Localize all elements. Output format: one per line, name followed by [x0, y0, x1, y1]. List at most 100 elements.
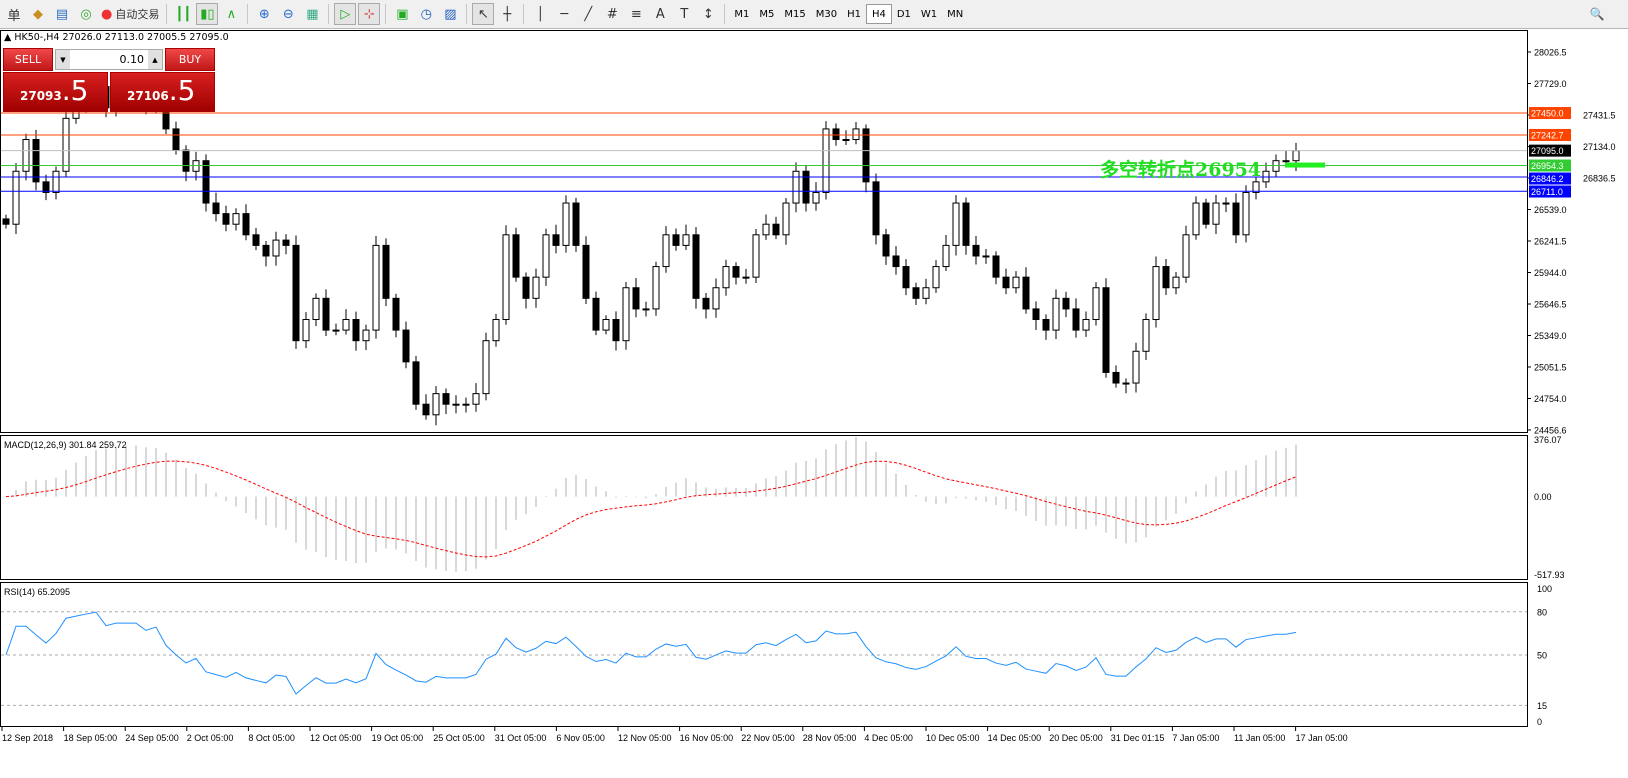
vertical-line-icon[interactable]: │ [536, 6, 545, 22]
search-icon[interactable]: 🔍 [1589, 7, 1605, 21]
price-tick-label: 25944.0 [1534, 268, 1567, 278]
candle-body [872, 181, 880, 236]
candle-body [412, 361, 420, 405]
zoom-in-icon[interactable]: ⊕ [258, 6, 270, 22]
auto-trade-button[interactable]: ● 自动交易 [99, 3, 161, 25]
candle-body [12, 170, 20, 225]
candle-body [1102, 287, 1110, 373]
timeframe-h1[interactable]: H1 [847, 8, 861, 20]
candle-body [1222, 202, 1230, 205]
new-order-icon[interactable]: 单 [7, 8, 21, 24]
candle-body [752, 234, 760, 278]
buy-button[interactable]: BUY [165, 48, 215, 71]
candle-body [642, 308, 650, 311]
macd-pane-border [0, 435, 1528, 580]
candle-body [52, 170, 60, 193]
candle-body [1092, 287, 1100, 321]
zoom-out-icon[interactable]: ⊖ [282, 6, 294, 22]
equidistant-channel-icon[interactable]: # [606, 6, 618, 22]
candle-body [1072, 308, 1080, 331]
candle-body [1232, 202, 1240, 236]
macd-tick-label: -517.93 [1534, 570, 1565, 580]
timeframe-d1[interactable]: D1 [896, 8, 911, 20]
candle-body [932, 266, 940, 289]
separator [724, 4, 726, 24]
candle-body [492, 319, 500, 342]
candle-body [992, 255, 1000, 278]
time-tick-label: 31 Oct 05:00 [495, 733, 547, 743]
candle-body [902, 266, 910, 289]
rsi-tick-label: 0 [1537, 717, 1542, 727]
candle-body [232, 213, 240, 225]
candle-body [1032, 308, 1040, 321]
trendline-icon[interactable]: ╱ [584, 6, 593, 22]
price-label-support: 26846.2 [1531, 174, 1564, 184]
separator [466, 4, 468, 24]
candle-body [892, 255, 900, 268]
sell-button[interactable]: SELL [3, 48, 53, 71]
candle-body [342, 319, 350, 331]
chart-canvas[interactable]: 28026.5 27729.0 27431.5 27134.0 26836.5 26539… [0, 30, 1628, 775]
timeframe-h4[interactable]: H4 [865, 4, 892, 24]
candle-body [712, 287, 720, 310]
candle-body [1162, 266, 1170, 289]
candle-body [542, 234, 550, 278]
increase-lot-icon[interactable]: ▲ [148, 50, 162, 69]
chart-shift-icon[interactable]: ⊹ [358, 3, 381, 25]
periods-icon[interactable]: ◷ [420, 6, 433, 22]
timeframe-mn[interactable]: MN [947, 8, 964, 20]
candle-body [762, 223, 770, 236]
navigator-icon[interactable]: ◆ [33, 6, 43, 22]
pivot-marker [1285, 162, 1325, 168]
candle-body [1002, 276, 1010, 289]
price-label-current: 27095.0 [1531, 146, 1564, 156]
ask-fraction: .5 [168, 74, 196, 107]
timeframe-m1[interactable]: M1 [734, 8, 750, 20]
text-label-icon[interactable]: T [680, 6, 689, 22]
templates-icon[interactable]: ▨ [444, 6, 457, 22]
price-label-bg [1529, 185, 1571, 198]
bar-chart-icon[interactable]: ┃┃ [175, 6, 192, 22]
fibonacci-icon[interactable]: ≡ [630, 6, 642, 22]
horizontal-line-icon[interactable]: ─ [560, 6, 569, 22]
candle-body [242, 213, 250, 236]
candle-body [602, 319, 610, 331]
time-tick-label: 16 Nov 05:00 [680, 733, 734, 743]
tile-windows-icon[interactable]: ▦ [306, 6, 319, 22]
time-tick-label: 11 Jan 05:00 [1234, 733, 1285, 743]
decrease-lot-icon[interactable]: ▼ [56, 50, 70, 69]
lot-size-stepper[interactable]: ▼ ▲ [55, 49, 163, 70]
lot-size-input[interactable] [70, 50, 148, 69]
candlestick-icon[interactable]: ▮▯ [196, 3, 219, 25]
timeframe-m15[interactable]: M15 [784, 8, 806, 20]
text-icon[interactable]: A [655, 6, 665, 22]
crosshair-icon[interactable]: ┼ [503, 6, 512, 22]
time-tick-label: 10 Dec 05:00 [926, 733, 980, 743]
chart-window[interactable]: 28026.5 27729.0 27431.5 27134.0 26836.5 26539… [0, 30, 1628, 775]
candle-body [1242, 191, 1250, 236]
history-icon[interactable]: ▤ [55, 6, 69, 22]
timeframe-w1[interactable]: W1 [920, 8, 938, 20]
cursor-icon[interactable]: ↖ [472, 3, 495, 25]
candle-body [612, 319, 620, 342]
candle-body [572, 202, 580, 246]
autoscroll-icon[interactable]: ▷ [334, 3, 357, 25]
candle-body [1122, 382, 1130, 385]
signal-icon[interactable]: ◎ [80, 6, 92, 22]
candle-body [682, 234, 690, 246]
line-chart-icon[interactable]: ∧ [226, 6, 237, 22]
indicators-icon[interactable]: ▣ [396, 6, 409, 22]
candle-body [622, 287, 630, 342]
candle-body [972, 244, 980, 257]
symbol-ohlc: HK50-,H4 27026.0 27113.0 27005.5 27095.0 [14, 32, 229, 43]
rsi-pane-border [0, 582, 1528, 727]
candle-body [402, 329, 410, 363]
buy-price-button[interactable]: 27106.5 [110, 72, 215, 112]
arrows-icon[interactable]: ↕ [702, 6, 714, 22]
auto-trade-label: 自动交易 [115, 8, 160, 21]
sell-price-button[interactable]: 27093.5 [3, 72, 108, 112]
timeframe-m30[interactable]: M30 [815, 8, 838, 20]
candle-body [832, 128, 840, 141]
price-tick-label: 24754.0 [1534, 394, 1567, 404]
timeframe-m5[interactable]: M5 [759, 8, 775, 20]
